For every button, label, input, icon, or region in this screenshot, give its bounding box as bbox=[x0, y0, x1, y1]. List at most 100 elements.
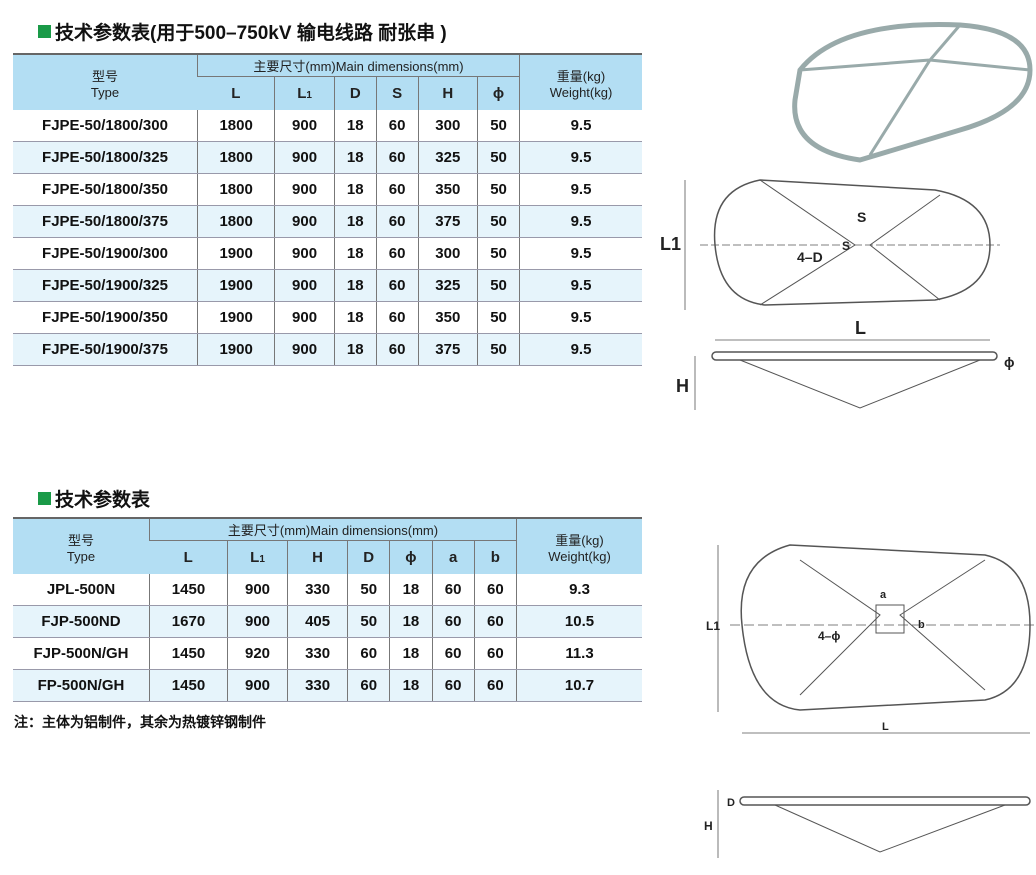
value-cell: 900 bbox=[226, 669, 288, 702]
value-cell: 60 bbox=[431, 669, 475, 702]
value-cell: 60 bbox=[347, 669, 390, 702]
value-cell: 350 bbox=[417, 173, 478, 206]
value-cell: 60 bbox=[431, 637, 475, 670]
weight-header: 重量(kg) Weight(kg) bbox=[519, 53, 642, 110]
type-header: 型号 Type bbox=[13, 517, 150, 574]
value-cell: 1450 bbox=[149, 637, 228, 670]
col-header-2: D bbox=[333, 76, 377, 110]
value-cell: 900 bbox=[226, 605, 288, 638]
value-cell: 9.5 bbox=[519, 205, 642, 238]
value-cell: 350 bbox=[417, 301, 478, 334]
value-cell: 60 bbox=[375, 269, 418, 302]
value-cell: 900 bbox=[274, 301, 335, 334]
col-header-5: a bbox=[431, 540, 475, 574]
table-row: JPL-500N 1450 900 330 50 18 60 60 9.3 bbox=[13, 574, 642, 606]
table-row: FJPE-50/1900/350 1900 900 18 60 350 50 9.5 bbox=[13, 301, 642, 334]
type-cell: FJPE-50/1900/375 bbox=[13, 333, 198, 366]
value-cell: 60 bbox=[375, 333, 418, 366]
table-row: FJPE-50/1800/325 1800 900 18 60 325 50 9.5 bbox=[13, 141, 642, 174]
weight-header: 重量(kg) Weight(kg) bbox=[516, 517, 642, 574]
type-cell: FJPE-50/1800/325 bbox=[13, 141, 198, 174]
value-cell: 60 bbox=[473, 637, 517, 670]
table-row: FJP-500N/GH 1450 920 330 60 18 60 60 11.3 bbox=[13, 637, 642, 670]
value-cell: 1900 bbox=[196, 269, 275, 302]
type-cell: FJP-500ND bbox=[13, 605, 150, 638]
type-cell: FJPE-50/1800/300 bbox=[13, 110, 198, 142]
yoke-plate-3d-photo bbox=[792, 22, 1033, 163]
table-row: FJPE-50/1800/375 1800 900 18 60 375 50 9.5 bbox=[13, 205, 642, 238]
svg-text:L1: L1 bbox=[706, 619, 720, 633]
value-cell: 1670 bbox=[149, 605, 228, 638]
value-cell: 1900 bbox=[196, 237, 275, 270]
footnote: 注：主体为铝制件，其余为热镀锌钢制件 bbox=[14, 714, 266, 730]
value-cell: 1800 bbox=[196, 205, 275, 238]
table-row: FJPE-50/1800/350 1800 900 18 60 350 50 9.5 bbox=[13, 173, 642, 206]
value-cell: 60 bbox=[473, 605, 517, 638]
value-cell: 330 bbox=[287, 669, 348, 702]
value-cell: 9.5 bbox=[519, 269, 642, 302]
col-header-0: L bbox=[149, 540, 228, 574]
table-row: FJPE-50/1900/325 1900 900 18 60 325 50 9.5 bbox=[13, 269, 642, 302]
type-cell: FJPE-50/1800/350 bbox=[13, 173, 198, 206]
value-cell: 900 bbox=[226, 574, 288, 606]
value-cell: 18 bbox=[333, 301, 377, 334]
value-cell: 1800 bbox=[196, 141, 275, 174]
col-header-4: H bbox=[417, 76, 478, 110]
value-cell: 60 bbox=[473, 669, 517, 702]
type-cell: JPL-500N bbox=[13, 574, 150, 606]
value-cell: 9.3 bbox=[516, 574, 642, 606]
col-header-6: b bbox=[473, 540, 517, 574]
value-cell: 50 bbox=[477, 141, 520, 174]
value-cell: 60 bbox=[473, 574, 517, 606]
value-cell: 60 bbox=[375, 141, 418, 174]
value-cell: 18 bbox=[389, 637, 433, 670]
col-header-2: H bbox=[287, 540, 348, 574]
svg-text:D: D bbox=[727, 797, 735, 809]
type-cell: FJPE-50/1900/325 bbox=[13, 269, 198, 302]
svg-text:4–D: 4–D bbox=[797, 249, 823, 265]
value-cell: 900 bbox=[274, 141, 335, 174]
spec-table-2: 型号 Type 主要尺寸(mm)Main dimensions(mm) 重量(kg… bbox=[13, 517, 642, 702]
svg-text:L: L bbox=[855, 318, 866, 338]
value-cell: 18 bbox=[333, 269, 377, 302]
value-cell: 900 bbox=[274, 333, 335, 366]
value-cell: 60 bbox=[375, 173, 418, 206]
value-cell: 50 bbox=[477, 205, 520, 238]
value-cell: 18 bbox=[389, 605, 433, 638]
svg-text:ϕ: ϕ bbox=[1004, 354, 1015, 370]
value-cell: 900 bbox=[274, 110, 335, 142]
value-cell: 18 bbox=[389, 574, 433, 606]
value-cell: 375 bbox=[417, 333, 478, 366]
bullet-icon bbox=[38, 492, 51, 505]
value-cell: 50 bbox=[477, 301, 520, 334]
value-cell: 1900 bbox=[196, 301, 275, 334]
value-cell: 60 bbox=[375, 110, 418, 142]
value-cell: 10.7 bbox=[516, 669, 642, 702]
value-cell: 1800 bbox=[196, 110, 275, 142]
bullet-icon bbox=[38, 25, 51, 38]
table-row: FP-500N/GH 1450 900 330 60 18 60 60 10.7 bbox=[13, 669, 642, 702]
value-cell: 18 bbox=[333, 110, 377, 142]
type-cell: FJP-500N/GH bbox=[13, 637, 150, 670]
svg-text:b: b bbox=[918, 619, 925, 631]
value-cell: 900 bbox=[274, 205, 335, 238]
type-cell: FJPE-50/1800/375 bbox=[13, 205, 198, 238]
value-cell: 60 bbox=[375, 237, 418, 270]
svg-text:H: H bbox=[676, 376, 689, 396]
value-cell: 900 bbox=[274, 237, 335, 270]
table-row: FJPE-50/1900/375 1900 900 18 60 375 50 9.5 bbox=[13, 333, 642, 366]
value-cell: 9.5 bbox=[519, 173, 642, 206]
value-cell: 1800 bbox=[196, 173, 275, 206]
value-cell: 18 bbox=[333, 173, 377, 206]
value-cell: 50 bbox=[347, 574, 390, 606]
svg-text:L: L bbox=[882, 721, 889, 733]
value-cell: 18 bbox=[333, 333, 377, 366]
table-row: FJPE-50/1800/300 1800 900 18 60 300 50 9.5 bbox=[13, 110, 642, 142]
dims-header: 主要尺寸(mm)Main dimensions(mm) bbox=[197, 53, 520, 77]
value-cell: 18 bbox=[333, 237, 377, 270]
value-cell: 9.5 bbox=[519, 333, 642, 366]
value-cell: 330 bbox=[287, 574, 348, 606]
value-cell: 60 bbox=[431, 574, 475, 606]
value-cell: 60 bbox=[431, 605, 475, 638]
